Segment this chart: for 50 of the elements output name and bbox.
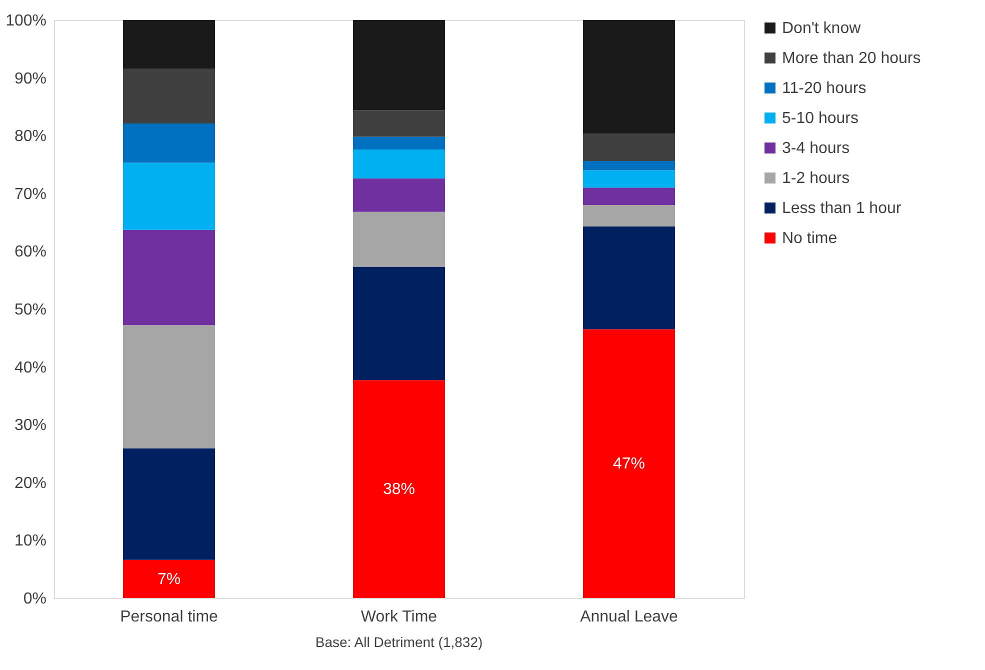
y-tick-label: 90% bbox=[14, 70, 46, 88]
bar bbox=[353, 149, 445, 178]
legend-label: Less than 1 hour bbox=[782, 200, 902, 217]
legend-label: 5-10 hours bbox=[782, 110, 858, 127]
y-tick-label: 40% bbox=[14, 359, 46, 376]
y-tick-label: 100% bbox=[6, 12, 46, 30]
bar bbox=[353, 212, 445, 267]
x-tick-label: Personal time bbox=[120, 608, 218, 626]
legend-label: 1-2 hours bbox=[782, 170, 850, 187]
legend-label: 3-4 hours bbox=[782, 140, 850, 157]
bar bbox=[353, 20, 445, 110]
bar bbox=[583, 134, 675, 162]
bar bbox=[583, 20, 675, 134]
y-tick-label: 80% bbox=[14, 128, 46, 146]
legend-label: Don't know bbox=[782, 20, 862, 37]
bar bbox=[123, 448, 215, 560]
x-tick-label: Annual Leave bbox=[580, 608, 678, 626]
legend-label: No time bbox=[782, 230, 838, 247]
data-label: 38% bbox=[382, 481, 416, 498]
bar bbox=[583, 170, 675, 188]
legend-label: More than 20 hours bbox=[782, 50, 921, 67]
y-tick-label: 0% bbox=[23, 590, 46, 608]
bar bbox=[353, 136, 445, 150]
bar bbox=[353, 110, 445, 137]
legend-label: 11-20 hours bbox=[782, 80, 866, 97]
bar bbox=[123, 20, 215, 69]
y-tick-label: 10% bbox=[14, 532, 46, 550]
text: Base: All Detriment (1,832) bbox=[315, 634, 483, 650]
y-tick-label: 60% bbox=[14, 244, 46, 261]
bar bbox=[123, 162, 215, 230]
x-tick-label: Work Time bbox=[360, 608, 438, 626]
bar bbox=[583, 329, 675, 598]
y-tick-label: 30% bbox=[14, 417, 46, 434]
data-label: 47% bbox=[612, 456, 646, 473]
bar bbox=[123, 68, 215, 124]
bar bbox=[123, 560, 215, 598]
bar bbox=[353, 178, 445, 212]
bar bbox=[123, 325, 215, 448]
y-tick-label: 50% bbox=[14, 302, 46, 318]
bar bbox=[353, 266, 445, 380]
bar bbox=[583, 204, 675, 226]
bar bbox=[123, 123, 215, 163]
bar bbox=[583, 161, 675, 170]
bar bbox=[353, 380, 445, 598]
data-label: 7% bbox=[157, 570, 181, 588]
y-tick-label: 20% bbox=[14, 474, 46, 492]
bar bbox=[583, 188, 675, 205]
y-tick-label: 70% bbox=[14, 186, 46, 203]
bar bbox=[123, 230, 215, 326]
bar bbox=[583, 226, 675, 330]
